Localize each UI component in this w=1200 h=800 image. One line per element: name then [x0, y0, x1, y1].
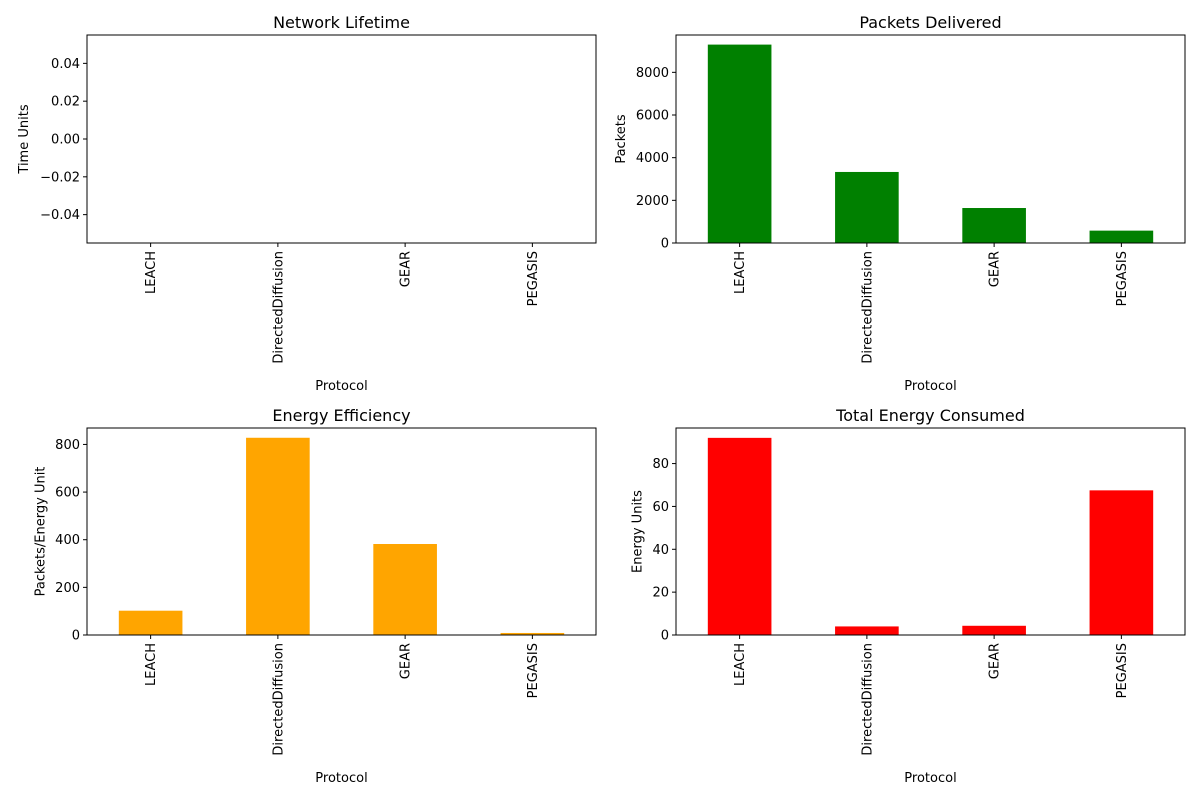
- y-tick-label: 6000: [636, 109, 669, 124]
- y-tick-label: 400: [55, 533, 80, 548]
- y-tick-label: 80: [652, 457, 669, 472]
- y-axis-label: Packets: [614, 114, 629, 164]
- y-tick-label: 800: [55, 438, 80, 453]
- x-tick-label-pegasis: PEGASIS: [1115, 643, 1130, 698]
- x-tick-label-directeddiffusion: DirectedDiffusion: [271, 643, 286, 756]
- y-tick-label: 600: [55, 486, 80, 501]
- y-tick-label: 0.02: [51, 95, 80, 110]
- subplot-title: Energy Efficiency: [272, 406, 410, 425]
- plot-frame: [675, 427, 1186, 636]
- subplot-4: 0 20 40 60 80 LEACH DirectedDiffusion GEAR PEGAS…: [631, 406, 1186, 786]
- x-axis-label: Protocol: [315, 379, 367, 394]
- bar-leach: [707, 437, 772, 635]
- y-tick-label: 0.04: [51, 57, 80, 72]
- bar-leach: [707, 44, 772, 243]
- bar-directeddiffusion: [835, 626, 899, 635]
- x-tick-label-directeddiffusion: DirectedDiffusion: [271, 251, 286, 364]
- bar-directeddiffusion: [835, 171, 899, 243]
- x-tick-label-gear: GEAR: [399, 643, 414, 679]
- bar-leach: [118, 610, 183, 635]
- subplot-3: 0 200 400 600 800 LEACH DirectedDiffusion GEAR P…: [33, 406, 597, 786]
- y-axis-label: Energy Units: [631, 490, 646, 573]
- x-tick-label-pegasis: PEGASIS: [1115, 251, 1130, 306]
- y-tick-label: −0.04: [40, 208, 80, 223]
- x-axis-label: Protocol: [904, 771, 956, 786]
- y-tick-label: 200: [55, 581, 80, 596]
- plot-frame: [86, 34, 597, 244]
- x-tick-label-leach: LEACH: [144, 643, 159, 686]
- x-axis-label: Protocol: [315, 771, 367, 786]
- subplot-2: 0 2000 4000 6000 8000 LEACH DirectedDiffusion G…: [614, 13, 1186, 394]
- plot-frame: [675, 34, 1186, 244]
- y-tick-label: 0: [661, 237, 669, 252]
- subplot-title: Packets Delivered: [859, 13, 1001, 32]
- y-tick-label: 0.00: [51, 133, 80, 148]
- y-tick-label: 60: [652, 500, 669, 515]
- bar-pegasis: [1089, 230, 1154, 243]
- x-tick-label-gear: GEAR: [988, 643, 1003, 679]
- subplot-title: Network Lifetime: [273, 13, 410, 32]
- x-tick-label-gear: GEAR: [988, 251, 1003, 287]
- subplot-1: −0.04 −0.02 0.00 0.02 0.04 LEACH DirectedDiffu…: [17, 13, 597, 394]
- x-tick-label-pegasis: PEGASIS: [526, 643, 541, 698]
- y-axis-label: Time Units: [17, 104, 32, 174]
- subplot-title: Total Energy Consumed: [835, 406, 1025, 425]
- bar-gear: [962, 625, 1026, 635]
- x-tick-label-leach: LEACH: [733, 643, 748, 686]
- y-tick-label: 20: [652, 586, 669, 601]
- x-tick-label-pegasis: PEGASIS: [526, 251, 541, 306]
- x-tick-label-directeddiffusion: DirectedDiffusion: [860, 251, 875, 364]
- x-axis-label: Protocol: [904, 379, 956, 394]
- bar-directeddiffusion: [246, 437, 310, 635]
- bar-gear: [373, 544, 437, 635]
- y-tick-label: −0.02: [40, 170, 80, 185]
- y-tick-label: 8000: [636, 66, 669, 81]
- y-tick-label: 40: [652, 543, 669, 558]
- x-tick-label-gear: GEAR: [399, 251, 414, 287]
- x-tick-label-leach: LEACH: [144, 251, 159, 294]
- plot-frame: [86, 427, 597, 636]
- y-axis-label: Packets/Energy Unit: [33, 467, 48, 597]
- x-tick-label-directeddiffusion: DirectedDiffusion: [860, 643, 875, 756]
- y-tick-label: 0: [72, 629, 80, 644]
- x-tick-label-leach: LEACH: [733, 251, 748, 294]
- y-tick-label: 2000: [636, 194, 669, 209]
- y-tick-label: 0: [661, 629, 669, 644]
- y-tick-label: 4000: [636, 151, 669, 166]
- bar-pegasis: [500, 632, 565, 635]
- bar-gear: [962, 208, 1026, 243]
- bar-pegasis: [1089, 490, 1154, 635]
